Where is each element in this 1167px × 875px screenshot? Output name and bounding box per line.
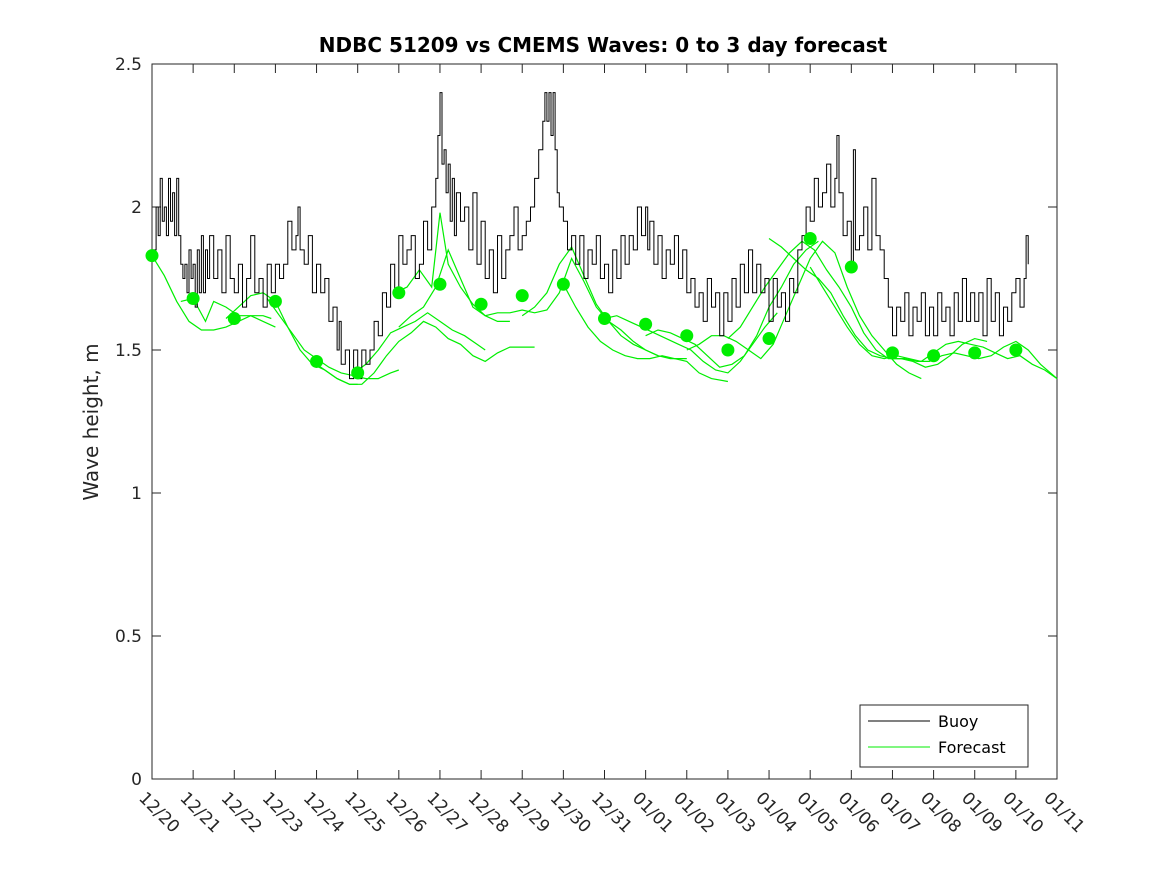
forecast-marker — [968, 346, 982, 360]
y-tick-label: 0.5 — [115, 627, 142, 647]
buoy-line — [152, 92, 1029, 380]
legend-buoy-label: Buoy — [938, 712, 978, 731]
forecast-marker — [885, 346, 899, 360]
forecast-marker — [639, 317, 653, 331]
forecast-marker — [844, 260, 858, 274]
forecast-marker — [515, 289, 529, 303]
forecast-marker — [721, 343, 735, 357]
forecast-marker — [227, 312, 241, 326]
y-tick-label: 2.5 — [115, 55, 142, 75]
forecast-marker — [680, 329, 694, 343]
axes-box — [151, 63, 1058, 780]
y-tick-label: 2 — [131, 198, 142, 218]
forecast-marker — [556, 277, 570, 291]
forecast-marker — [433, 277, 447, 291]
forecast-marker — [186, 292, 200, 306]
legend: Buoy Forecast — [859, 704, 1029, 768]
forecast-line — [151, 255, 272, 331]
forecast-line — [562, 283, 729, 383]
forecast-marker — [598, 312, 611, 326]
forecast-line — [266, 298, 400, 380]
chart-title: NDBC 51209 vs CMEMS Waves: 0 to 3 day fo… — [319, 33, 888, 57]
legend-box — [859, 704, 1029, 768]
forecast-marker — [392, 286, 406, 300]
forecast-marker — [1009, 343, 1023, 357]
y-tick-label: 0 — [131, 770, 142, 790]
y-tick-label: 1 — [131, 484, 142, 504]
legend-forecast-label: Forecast — [938, 738, 1006, 757]
forecast-marker — [762, 332, 776, 346]
forecast-marker — [474, 297, 488, 311]
y-tick-label: 1.5 — [115, 341, 142, 361]
y-axis-label: Wave height, m — [79, 343, 103, 500]
forecast-line — [353, 312, 486, 374]
forecast-marker — [268, 294, 282, 308]
forecast-marker — [351, 366, 365, 380]
forecast-marker — [927, 349, 941, 363]
forecast-line — [727, 240, 988, 368]
forecast-line — [645, 240, 819, 368]
forecast-line — [686, 240, 922, 380]
forecast-marker — [803, 231, 817, 245]
forecast-line — [312, 320, 535, 385]
forecast-marker — [310, 354, 324, 368]
forecast-marker — [145, 249, 159, 263]
